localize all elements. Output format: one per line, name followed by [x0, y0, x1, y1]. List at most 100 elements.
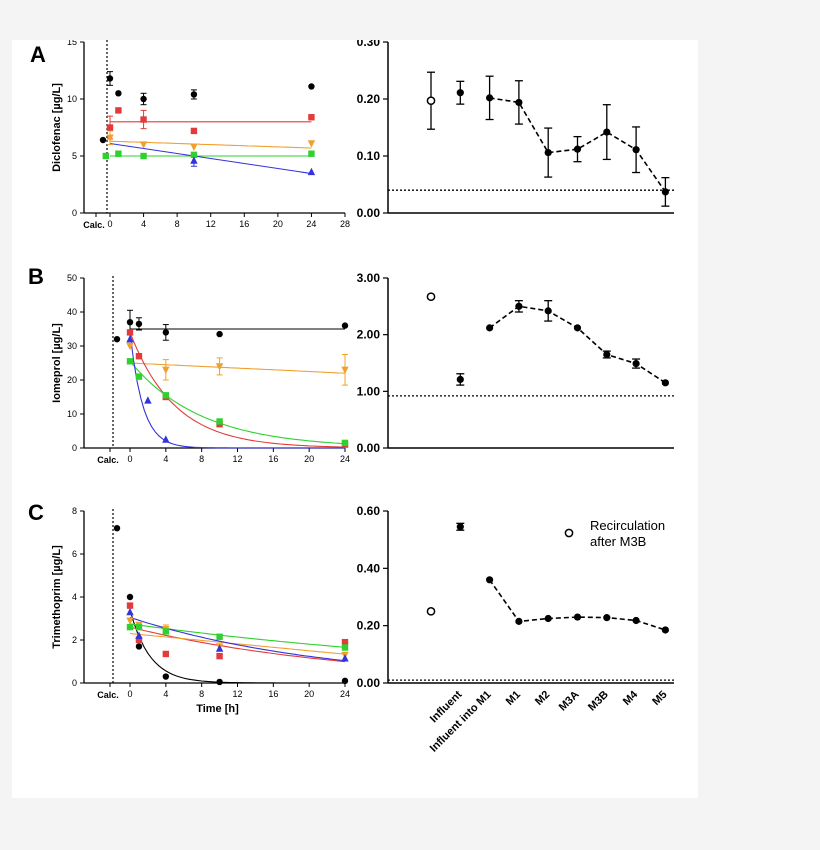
- point-blue: [307, 167, 316, 176]
- point-black: [341, 322, 349, 329]
- category-label: M4: [621, 688, 641, 708]
- calc-label: Calc.: [97, 690, 119, 700]
- data-point: [573, 145, 582, 153]
- x-tick-label: 16: [239, 219, 249, 229]
- x-tick-label: 8: [199, 689, 204, 699]
- y-tick-label: 0.00: [357, 206, 381, 220]
- panel-letter-B: B: [28, 264, 44, 289]
- data-point: [603, 614, 611, 622]
- point-black: [140, 95, 147, 103]
- x-tick-label: 16: [268, 689, 278, 699]
- point-black: [308, 83, 315, 90]
- point-orange: [341, 366, 349, 374]
- data-point: [632, 359, 640, 368]
- right-chart-A: 0.00 0.10 0.20 0.30: [357, 40, 674, 220]
- y-tick-label: 0.00: [357, 441, 381, 455]
- data-point: [515, 302, 523, 310]
- point-black: [341, 677, 349, 685]
- point-green: [341, 644, 349, 651]
- y-tick-label: 10: [67, 409, 77, 419]
- x-tick-label: 8: [175, 219, 180, 229]
- open-point: [426, 606, 436, 616]
- x-tick-label: 12: [232, 689, 242, 699]
- point-green: [162, 392, 170, 399]
- data-point: [456, 89, 464, 97]
- point-black: [216, 678, 223, 686]
- point-black: [162, 673, 170, 680]
- x-tick-label: 20: [304, 454, 314, 464]
- x-tick-label: 24: [306, 219, 316, 229]
- point-green: [341, 439, 349, 447]
- point-blue: [126, 607, 134, 616]
- legend-open-marker: [564, 528, 574, 538]
- point-blue: [144, 396, 152, 404]
- point-blue: [215, 644, 224, 652]
- point-red: [216, 652, 223, 660]
- point-green: [216, 418, 223, 425]
- calc-point: [99, 136, 107, 144]
- data-point: [486, 94, 494, 102]
- point-red: [115, 107, 122, 114]
- y-tick-label: 8: [72, 506, 77, 516]
- point-red: [126, 602, 134, 609]
- point-blue: [190, 156, 198, 164]
- data-point: [632, 616, 640, 625]
- point-green: [126, 358, 134, 365]
- point-green: [115, 150, 122, 157]
- y-tick-label: 0: [72, 443, 77, 453]
- calc-point: [113, 525, 121, 532]
- legend-text-line-1: Recirculation: [590, 518, 665, 533]
- data-point: [573, 324, 582, 332]
- x-tick-label: 28: [340, 219, 350, 229]
- point-black: [190, 91, 198, 98]
- point-red: [135, 353, 143, 360]
- y-tick-label: 4: [72, 592, 77, 602]
- point-black: [126, 319, 134, 326]
- fit-line-blue: [129, 332, 345, 449]
- point-blue: [341, 654, 349, 662]
- y-tick-label: 50: [67, 273, 77, 283]
- fit-line-orange: [129, 632, 346, 655]
- y-tick-label: 0.40: [357, 561, 381, 575]
- x-tick-label: 4: [163, 689, 168, 699]
- y-tick-label: 40: [67, 307, 77, 317]
- data-point: [456, 375, 464, 384]
- y-tick-label: 3.00: [357, 271, 381, 285]
- y-tick-label: 15: [67, 40, 77, 47]
- calc-point: [113, 336, 121, 343]
- point-red: [308, 114, 315, 121]
- point-orange: [190, 143, 198, 152]
- point-green: [135, 373, 143, 380]
- x-tick-label: 0: [107, 219, 112, 229]
- point-red: [126, 329, 134, 336]
- point-orange: [162, 366, 170, 374]
- figure-panel: A 0 5 10 15 0 4 8 12 16 20 24 28 Calc. Diclofenac [µg/…: [12, 40, 698, 798]
- x-axis-label: Time [h]: [196, 703, 239, 715]
- point-orange: [215, 363, 224, 371]
- data-point: [486, 324, 494, 332]
- x-tick-label: 4: [163, 454, 168, 464]
- point-orange: [126, 342, 134, 351]
- category-label: M3A: [557, 689, 582, 714]
- category-label: M1: [504, 689, 523, 708]
- point-orange: [106, 134, 114, 142]
- point-red: [162, 650, 170, 658]
- data-point: [515, 617, 523, 625]
- y-tick-label: 2.00: [357, 328, 381, 342]
- point-black: [126, 593, 134, 601]
- data-point: [515, 98, 523, 107]
- y-tick-label: 0.20: [357, 92, 381, 106]
- data-point: [603, 128, 611, 136]
- point-green: [135, 623, 143, 631]
- x-tick-label: 4: [141, 219, 146, 229]
- point-black: [115, 90, 122, 97]
- calc-label: Calc.: [83, 220, 105, 230]
- open-point: [426, 96, 436, 106]
- x-tick-label: 0: [127, 454, 132, 464]
- point-black: [106, 75, 114, 82]
- x-tick-label: 12: [206, 219, 216, 229]
- fit-line-black: [129, 609, 345, 684]
- point-green: [126, 623, 134, 631]
